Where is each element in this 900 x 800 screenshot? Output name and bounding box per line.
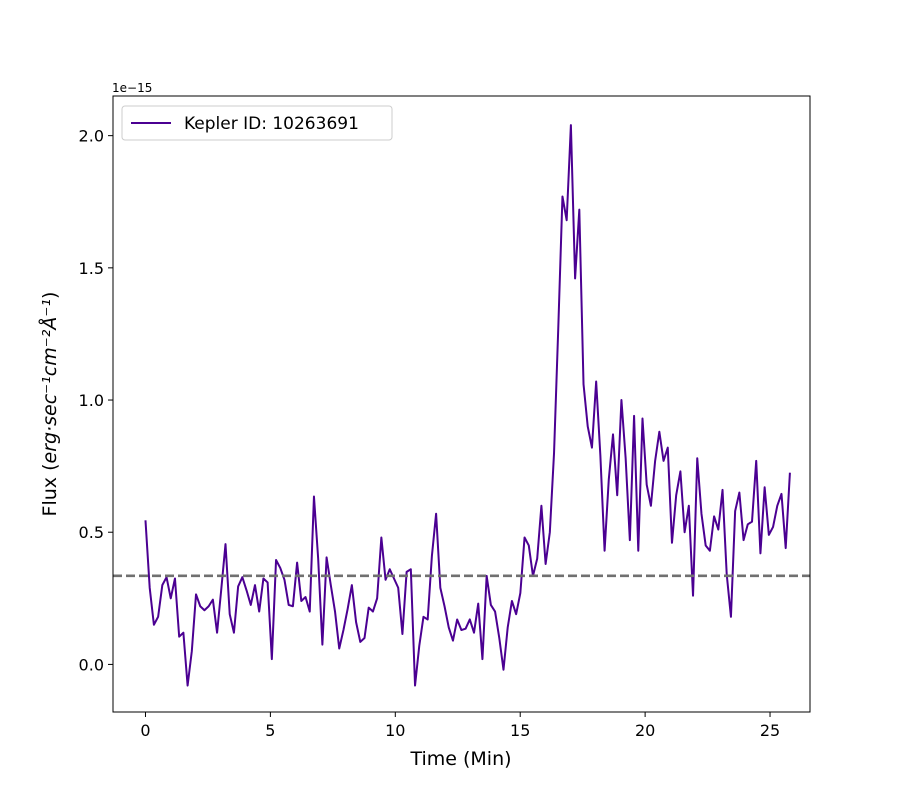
x-tick-label: 15 <box>510 721 530 740</box>
x-tick-label: 0 <box>140 721 150 740</box>
legend-label: Kepler ID: 10263691 <box>184 114 359 134</box>
legend: Kepler ID: 10263691 <box>121 105 393 141</box>
y-axis-label-prefix: Flux ( <box>39 464 61 517</box>
y-tick-label: 0.5 <box>79 523 104 542</box>
y-tick-label: 0.0 <box>79 655 104 674</box>
y-tick-label: 2.0 <box>79 127 104 146</box>
y-offset-label: 1e−15 <box>112 81 152 95</box>
x-tick-label: 10 <box>385 721 405 740</box>
plot-frame <box>112 95 811 713</box>
y-axis-label: Flux (erg·sec⁻¹cm⁻²Å⁻¹) <box>38 292 61 517</box>
y-axis-label-suffix: ) <box>39 292 61 299</box>
x-tick-label: 5 <box>265 721 275 740</box>
y-axis-label-units: erg·sec⁻¹cm⁻²Å⁻¹ <box>38 299 61 464</box>
x-tick-label: 25 <box>760 721 780 740</box>
y-tick-label: 1.0 <box>79 391 104 410</box>
series-line-kepler <box>144 124 791 687</box>
x-tick-label: 20 <box>635 721 655 740</box>
y-tick-label: 1.5 <box>79 259 104 278</box>
legend-box <box>121 105 393 141</box>
x-axis-label: Time (Min) <box>409 748 511 770</box>
